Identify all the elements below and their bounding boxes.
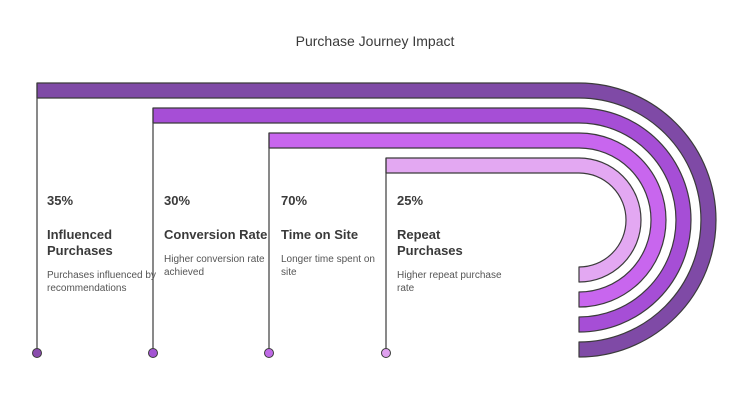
metric-value: 25% xyxy=(397,193,424,208)
metric-description: Higher conversion rate achieved xyxy=(164,254,265,278)
leader-dot-time-on-site xyxy=(264,348,274,358)
leader-dot-repeat-purchases xyxy=(381,348,391,358)
metric-value: 70% xyxy=(281,193,308,208)
metric-title: Conversion Rate xyxy=(164,227,268,242)
arc-band-repeat-purchases xyxy=(385,157,642,283)
metric-description: Purchases influenced by recommendations xyxy=(47,270,156,294)
metric-block-repeat-purchases: 25% Repeat Purchases Higher repeat purch… xyxy=(397,193,509,295)
metric-block-influenced-purchases: 35% Influenced Purchases Purchases influ… xyxy=(47,193,159,295)
arc-band-time-on-site xyxy=(268,132,667,308)
page-title: Purchase Journey Impact xyxy=(295,33,455,49)
metric-title: Influenced Purchases xyxy=(47,227,113,258)
arc-bands xyxy=(36,82,717,358)
leader-dot-influenced-purchases xyxy=(32,348,42,358)
leader-dot-conversion-rate xyxy=(148,348,158,358)
metric-value: 35% xyxy=(47,193,74,208)
metric-block-conversion-rate: 30% Conversion Rate Higher conversion ra… xyxy=(164,193,276,279)
arc-band-influenced-purchases xyxy=(36,82,717,358)
leader-lines xyxy=(32,83,391,358)
metric-title: Time on Site xyxy=(281,227,359,242)
metric-block-time-on-site: 70% Time on Site Longer time spent on si… xyxy=(281,193,393,279)
metric-value: 30% xyxy=(164,193,191,208)
metric-description: Higher repeat purchase rate xyxy=(397,270,502,294)
metric-description: Longer time spent on site xyxy=(281,254,375,278)
arc-band-conversion-rate xyxy=(152,107,692,333)
metric-title: Repeat Purchases xyxy=(397,227,463,258)
